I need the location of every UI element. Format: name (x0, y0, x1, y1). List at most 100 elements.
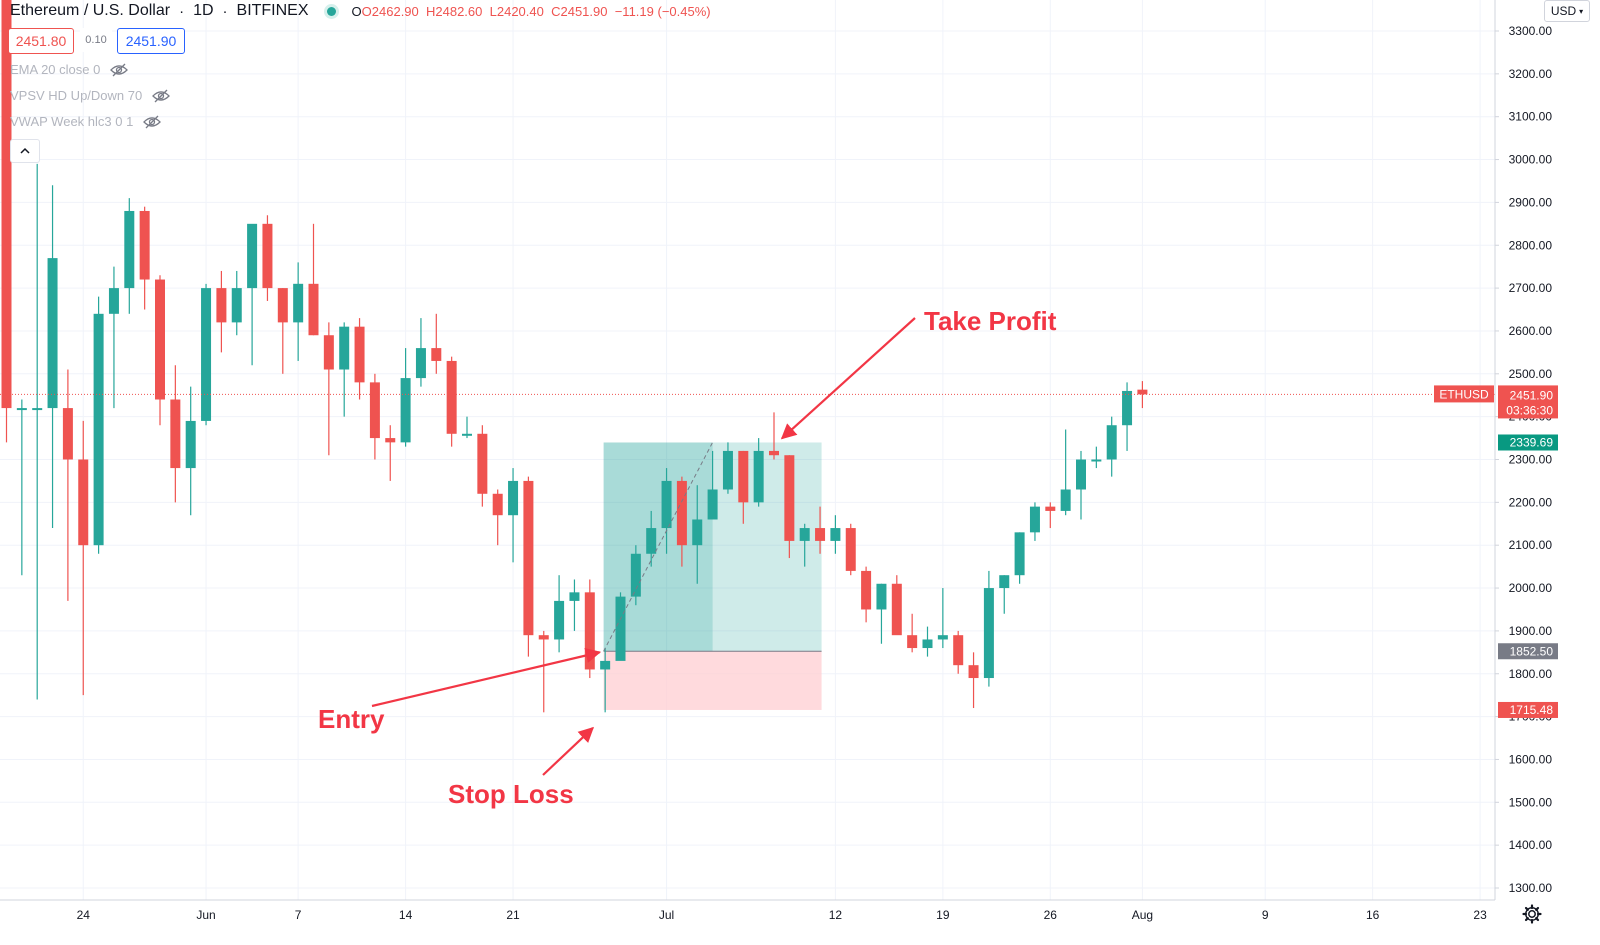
eye-crossed-icon[interactable] (143, 115, 162, 129)
low-value: L2420.40 (489, 3, 544, 19)
last-price-value: 2451.90 (1510, 388, 1554, 402)
sell-price-button[interactable]: 2451.80 (8, 28, 74, 54)
y-tick-label: 3200.00 (1509, 67, 1553, 81)
eye-crossed-icon[interactable] (110, 63, 129, 77)
symbol-header[interactable]: Ethereum / U.S. Dollar · 1D · BITFINEX O… (10, 2, 711, 20)
candle-body (876, 583, 887, 610)
change-value: −11.19 (−0.45%) (614, 3, 711, 19)
candle (1091, 446, 1102, 469)
symbol-name[interactable]: Ethereum / U.S. Dollar (10, 2, 171, 19)
candle-body (753, 450, 764, 503)
candle (62, 369, 73, 601)
interval-label[interactable]: 1D (193, 2, 214, 19)
take-profit-label: Take Profit (924, 306, 1057, 336)
x-tick-label: 14 (399, 908, 413, 922)
candle-body (615, 596, 626, 661)
countdown-value: 03:36:30 (1506, 403, 1553, 417)
candle-body (262, 223, 273, 289)
candle-body (968, 665, 979, 679)
candle (231, 270, 242, 336)
candle (293, 262, 304, 361)
indicator-ema[interactable]: EMA 20 close 0 (10, 62, 129, 77)
candle (1106, 416, 1117, 477)
candle-body (692, 519, 703, 546)
candle-body (1091, 459, 1102, 462)
high-value: H2482.60 (426, 3, 483, 19)
indicator-vwap[interactable]: VWAP Week hlc3 0 1 (10, 114, 162, 129)
candle (999, 575, 1010, 614)
gear-icon[interactable] (1521, 903, 1543, 925)
chevron-up-icon (20, 147, 30, 154)
x-tick-label: Jul (659, 908, 674, 922)
entry-price-tag-bg (1498, 643, 1558, 660)
candle (661, 468, 672, 554)
x-tick-label: 16 (1366, 908, 1380, 922)
candle-body (891, 583, 902, 636)
candle-body (999, 575, 1010, 589)
symbol-tag-bg (1434, 385, 1494, 403)
currency-select[interactable]: USD ▾ (1544, 0, 1590, 22)
candle (1, 0, 12, 443)
candle (124, 198, 135, 314)
candle-body (569, 592, 580, 601)
status-dot-icon (326, 6, 336, 16)
y-tick-label: 2300.00 (1509, 453, 1553, 467)
candle-body (16, 408, 27, 411)
entry-label: Entry (318, 704, 385, 734)
candle (538, 630, 549, 713)
candle (308, 223, 319, 336)
candle-body (676, 480, 687, 546)
candle-body (323, 335, 334, 370)
take-profit-arrow (780, 317, 916, 440)
open-value: O2462.90 (361, 3, 419, 19)
candle (692, 485, 703, 584)
y-tick-label: 2000.00 (1509, 581, 1553, 595)
x-tick-label: 19 (936, 908, 950, 922)
buy-price-button[interactable]: 2451.90 (117, 28, 185, 54)
candle (1029, 502, 1040, 541)
chevron-down-icon: ▾ (1579, 6, 1584, 16)
candle (722, 442, 733, 494)
candle (584, 579, 595, 679)
candle (937, 588, 948, 649)
candle (630, 545, 641, 606)
candle (600, 648, 611, 713)
close-value: C2451.90 (551, 3, 608, 19)
candle-body (769, 450, 779, 456)
candle (1045, 502, 1056, 529)
indicator-label: VWAP Week hlc3 0 1 (10, 114, 134, 129)
eye-crossed-icon[interactable] (152, 89, 171, 103)
candle (1076, 450, 1086, 520)
candle (400, 348, 411, 447)
y-tick-label: 2900.00 (1509, 195, 1553, 209)
candle-body (830, 528, 841, 541)
indicator-vpsv[interactable]: VPSV HD Up/Down 70 (10, 88, 171, 103)
collapse-indicators-button[interactable] (10, 139, 40, 163)
entry-arrow (371, 647, 602, 708)
candle (446, 356, 457, 447)
candle-body (707, 489, 718, 520)
candle-body (354, 326, 365, 383)
candle-body (431, 348, 442, 361)
candle-body (277, 288, 288, 323)
y-tick-label: 3300.00 (1509, 24, 1553, 38)
candle (891, 575, 902, 636)
candle (815, 506, 826, 554)
candle-body (446, 360, 457, 434)
entry-price-tag-text: 1852.50 (1510, 644, 1554, 658)
candle (185, 386, 196, 516)
candle-body (62, 408, 73, 460)
y-tick-label: 2500.00 (1509, 367, 1553, 381)
candle-body (231, 288, 242, 323)
y-tick-label: 2200.00 (1509, 495, 1553, 509)
y-tick-label: 1500.00 (1509, 795, 1553, 809)
candle-body (201, 288, 212, 421)
candle (861, 566, 872, 623)
candle-body (937, 635, 948, 640)
candle-body (1122, 390, 1133, 426)
candle (277, 288, 288, 374)
x-tick-label: 9 (1262, 908, 1269, 922)
candle-body (1029, 506, 1040, 533)
